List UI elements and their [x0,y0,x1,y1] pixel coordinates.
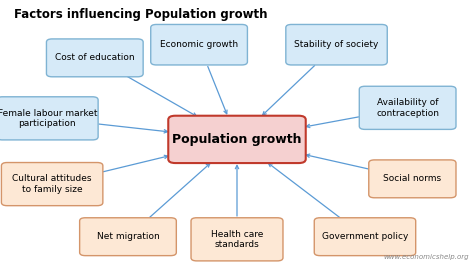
Text: Cultural attitudes
to family size: Cultural attitudes to family size [12,174,92,194]
Text: Female labour market
participation: Female labour market participation [0,109,97,128]
Text: Stability of society: Stability of society [294,40,379,49]
FancyBboxPatch shape [359,86,456,129]
FancyBboxPatch shape [46,39,143,77]
FancyBboxPatch shape [80,218,176,256]
Text: www.economicshelp.org: www.economicshelp.org [383,254,469,260]
Text: Health care
standards: Health care standards [211,230,263,249]
FancyBboxPatch shape [151,24,247,65]
Text: Economic growth: Economic growth [160,40,238,49]
FancyBboxPatch shape [369,160,456,198]
Text: Government policy: Government policy [322,232,408,241]
Text: Factors influencing Population growth: Factors influencing Population growth [14,8,268,21]
FancyBboxPatch shape [168,116,306,163]
FancyBboxPatch shape [0,97,98,140]
Text: Social norms: Social norms [383,174,441,183]
Text: Net migration: Net migration [97,232,159,241]
FancyBboxPatch shape [1,163,103,206]
FancyBboxPatch shape [314,218,416,256]
FancyBboxPatch shape [191,218,283,261]
FancyBboxPatch shape [286,24,387,65]
Text: Cost of education: Cost of education [55,53,135,62]
Text: Availability of
contraception: Availability of contraception [376,98,439,118]
Text: Population growth: Population growth [172,133,302,146]
